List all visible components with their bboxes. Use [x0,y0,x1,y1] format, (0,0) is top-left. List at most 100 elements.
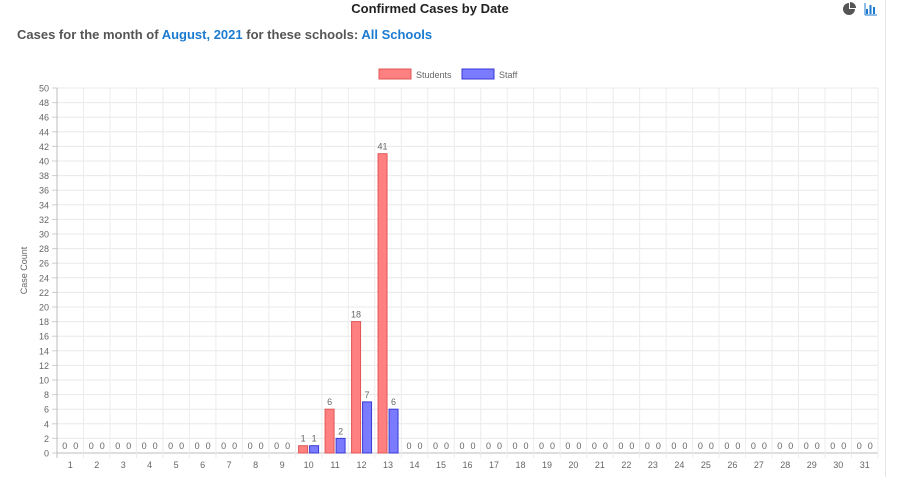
data-label: 0 [565,441,570,451]
bar-chart-icon[interactable] [864,2,878,16]
data-label: 0 [100,441,105,451]
subtitle-prefix: Cases for the month of [17,27,162,42]
x-tick-label: 11 [330,460,339,470]
bar-students [298,445,309,454]
x-tick-label: 6 [200,460,205,470]
x-tick-label: 12 [357,460,367,470]
x-tick-label: 28 [780,460,790,470]
data-label: 0 [407,441,412,451]
x-tick-label: 1 [68,460,73,470]
x-tick-label: 26 [727,460,737,470]
bar-staff [388,408,399,454]
legend-label-staff: Staff [499,70,518,80]
y-tick-label: 26 [39,259,49,269]
data-label: 0 [459,441,464,451]
data-label: 0 [206,441,211,451]
y-tick-label: 6 [44,405,49,415]
data-label: 0 [433,441,438,451]
data-label: 0 [126,441,131,451]
data-label: 0 [777,441,782,451]
data-label: 0 [645,441,650,451]
data-label: 0 [470,441,475,451]
y-tick-label: 12 [39,361,49,371]
bar-staff [335,437,346,454]
x-tick-label: 16 [462,460,472,470]
y-tick-label: 30 [39,230,49,240]
y-tick-label: 42 [39,142,49,152]
y-tick-label: 10 [39,376,49,386]
data-label: 7 [365,390,370,400]
y-tick-label: 2 [44,434,49,444]
data-label: 0 [259,441,264,451]
data-label: 0 [115,441,120,451]
bar-students [324,408,335,454]
data-label: 18 [351,310,361,320]
data-label: 0 [248,441,253,451]
data-label: 0 [89,441,94,451]
y-tick-label: 40 [39,157,49,167]
x-tick-label: 31 [860,460,870,470]
x-tick-label: 3 [121,460,126,470]
x-tick-label: 30 [833,460,843,470]
y-tick-label: 38 [39,171,49,181]
data-label: 2 [338,426,343,436]
data-label: 0 [629,441,634,451]
data-label: 0 [444,441,449,451]
y-tick-label: 28 [39,244,49,254]
data-label: 0 [497,441,502,451]
y-tick-label: 24 [39,273,49,283]
chart-type-switcher [842,2,878,16]
data-label: 0 [830,441,835,451]
data-label: 0 [682,441,687,451]
data-label: 0 [592,441,597,451]
pie-chart-icon[interactable] [842,2,856,16]
x-tick-label: 8 [253,460,258,470]
bar-students [377,153,388,454]
x-tick-label: 13 [383,460,393,470]
data-label: 0 [153,441,158,451]
y-tick-label: 34 [39,200,49,210]
data-label: 0 [539,441,544,451]
x-tick-label: 5 [174,460,179,470]
data-label: 0 [168,441,173,451]
legend-label-students: Students [416,70,452,80]
data-label: 0 [709,441,714,451]
y-tick-label: 0 [44,449,49,459]
data-label: 1 [301,434,306,444]
data-label: 0 [418,441,423,451]
legend-swatch-staff [461,68,495,80]
x-tick-label: 21 [595,460,605,470]
data-label: 0 [486,441,491,451]
data-label: 6 [391,397,396,407]
x-tick-label: 15 [436,460,446,470]
data-label: 0 [857,441,862,451]
x-tick-label: 23 [648,460,658,470]
data-label: 0 [512,441,517,451]
y-tick-label: 32 [39,215,49,225]
x-tick-label: 4 [147,460,152,470]
x-tick-label: 20 [568,460,578,470]
data-label: 0 [73,441,78,451]
month-link[interactable]: August, 2021 [161,27,243,42]
x-tick-label: 7 [227,460,232,470]
x-tick-label: 17 [489,460,499,470]
y-tick-label: 16 [39,332,49,342]
y-tick-label: 22 [39,288,49,298]
y-tick-label: 14 [39,346,49,356]
y-tick-label: 44 [39,127,49,137]
data-label: 0 [179,441,184,451]
y-tick-label: 18 [39,317,49,327]
x-tick-label: 9 [280,460,285,470]
data-label: 0 [762,441,767,451]
data-label: 0 [724,441,729,451]
data-label: 0 [62,441,67,451]
data-label: 0 [751,441,756,451]
x-tick-label: 18 [515,460,525,470]
data-label: 0 [656,441,661,451]
data-label: 0 [576,441,581,451]
schools-link[interactable]: All Schools [361,27,433,42]
y-axis-label: Case Count [19,246,29,294]
x-tick-label: 24 [674,460,684,470]
x-tick-label: 14 [410,460,420,470]
